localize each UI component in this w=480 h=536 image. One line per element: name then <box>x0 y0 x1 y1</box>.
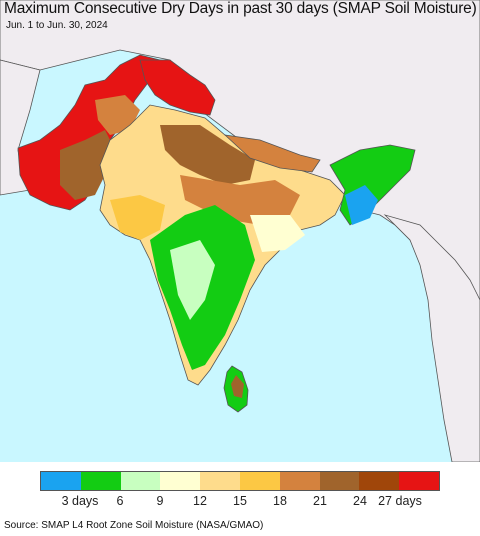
legend-label: 3 days <box>61 494 99 508</box>
sri-lanka-brown <box>231 375 244 398</box>
map-canvas <box>0 0 480 462</box>
india-central-orange <box>180 175 300 225</box>
pakistan-region <box>17 54 161 211</box>
pakistan-brown <box>60 130 115 200</box>
legend-swatch <box>319 472 360 490</box>
legend-swatch <box>359 472 400 490</box>
map-title: Maximum Consecutive Dry Days in past 30 … <box>4 0 477 17</box>
legend-label: 9 <box>156 494 164 508</box>
india-west-yellow <box>110 195 165 240</box>
legend-swatch <box>160 472 201 490</box>
india-south-lightgreen <box>170 240 215 320</box>
bangladesh-region <box>345 185 378 225</box>
india-east-yellow <box>250 215 305 252</box>
source-note: Source: SMAP L4 Root Zone Soil Moisture … <box>4 520 264 531</box>
legend-label: 6 <box>116 494 124 508</box>
india-north-brown <box>160 125 255 185</box>
legend-labels: 3 days 6 9 12 15 18 21 24 27 days <box>0 494 480 510</box>
legend-swatch <box>399 472 439 490</box>
legend-label: 27 days <box>378 494 422 508</box>
legend-swatch <box>200 472 240 490</box>
map <box>0 0 480 462</box>
nepal-region <box>223 134 321 173</box>
legend-swatch <box>279 472 320 490</box>
legend-label: 24 <box>353 494 367 508</box>
pakistan-orange <box>95 95 140 135</box>
legend-swatch <box>239 472 280 490</box>
legend-label: 12 <box>193 494 207 508</box>
legend-label: 18 <box>273 494 287 508</box>
map-subtitle: Jun. 1 to Jun. 30, 2024 <box>6 20 108 31</box>
legend-label: 21 <box>313 494 327 508</box>
legend-label: 15 <box>233 494 247 508</box>
kashmir-region <box>139 59 216 116</box>
legend-swatch <box>120 472 161 490</box>
myanmar-land <box>383 214 480 462</box>
legend-swatch <box>41 472 81 490</box>
legend-colorbar <box>40 471 440 491</box>
legend-swatch <box>80 472 121 490</box>
